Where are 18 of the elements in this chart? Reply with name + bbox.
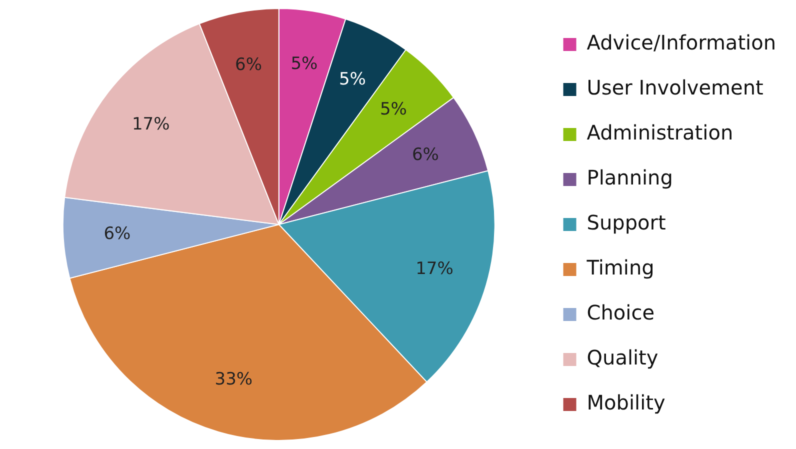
legend-label: Support <box>586 210 666 235</box>
legend-label: Mobility <box>586 390 666 415</box>
data-label: 6% <box>235 54 262 75</box>
legend-label: Planning <box>586 166 673 190</box>
data-label: 6% <box>104 224 131 244</box>
data-label: 17% <box>416 259 454 280</box>
data-label: 17% <box>132 114 170 135</box>
data-label: 5% <box>290 54 318 74</box>
data-label: 6% <box>412 144 439 165</box>
data-label: 5% <box>338 70 366 90</box>
legend-label: Administration <box>586 120 734 145</box>
data-label: 5% <box>380 99 407 120</box>
legend-label: Choice <box>586 300 655 325</box>
legend-label: Advice/Information <box>586 30 776 55</box>
legend-label: Timing <box>586 256 654 280</box>
legend-label: Quality <box>586 346 658 370</box>
legend-label: User Involvement <box>586 76 764 100</box>
data-label: 33% <box>214 369 253 390</box>
